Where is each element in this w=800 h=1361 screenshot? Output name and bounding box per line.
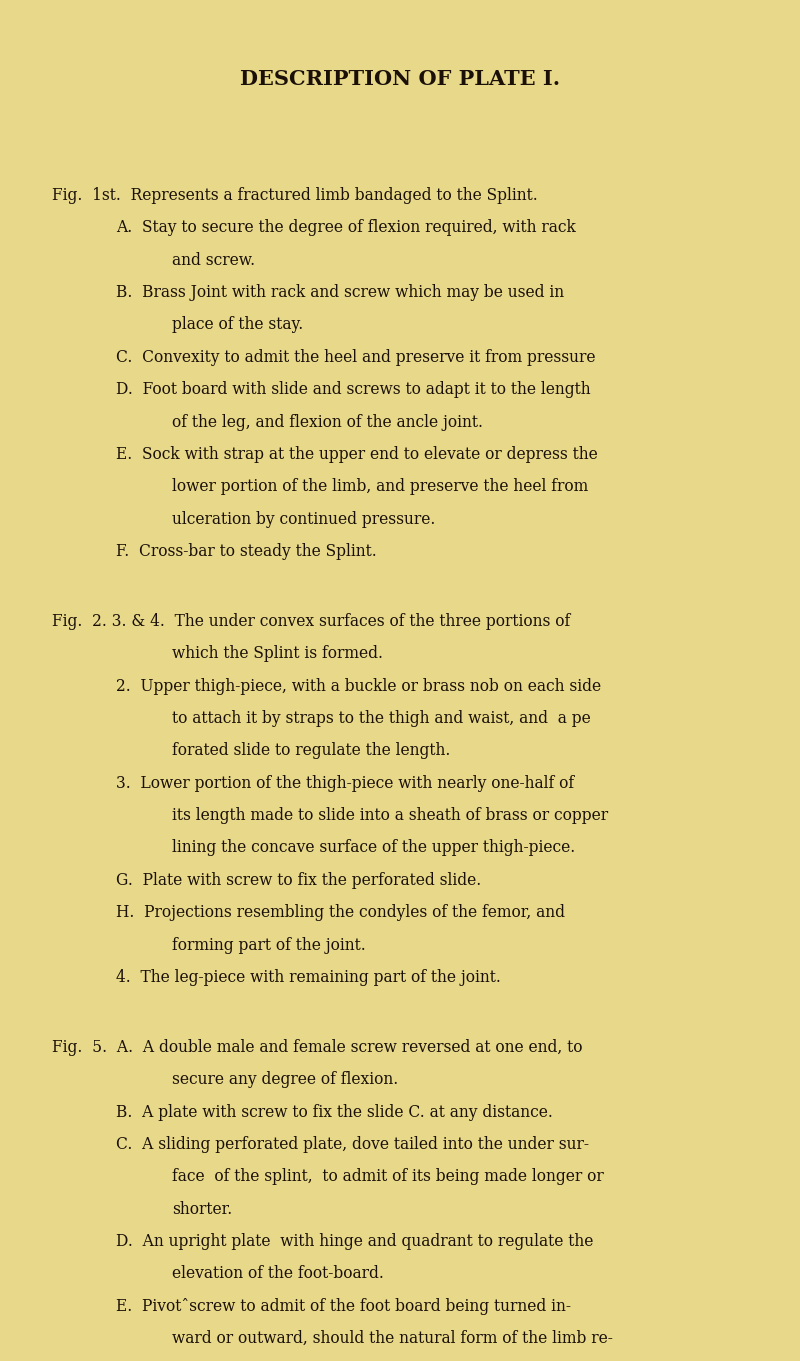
Text: to attach it by straps to the thigh and waist, and  a pe: to attach it by straps to the thigh and … [172,710,590,727]
Text: and screw.: and screw. [172,252,255,268]
Text: E.  Pivotˆscrew to admit of the foot board being turned in-: E. Pivotˆscrew to admit of the foot boar… [116,1298,571,1315]
Text: ward or outward, should the natural form of the limb re-: ward or outward, should the natural form… [172,1330,613,1347]
Text: 3.  Lower portion of the thigh-piece with nearly one-half of: 3. Lower portion of the thigh-piece with… [116,774,574,792]
Text: 4.  The leg-piece with remaining part of the joint.: 4. The leg-piece with remaining part of … [116,969,501,985]
Text: Fig.  2. 3. & 4.  The under convex surfaces of the three portions of: Fig. 2. 3. & 4. The under convex surface… [52,612,570,630]
Text: shorter.: shorter. [172,1200,232,1218]
Text: C.  Convexity to admit the heel and preserve it from pressure: C. Convexity to admit the heel and prese… [116,348,595,366]
Text: its length made to slide into a sheath of brass or copper: its length made to slide into a sheath o… [172,807,608,823]
Text: D.  Foot board with slide and screws to adapt it to the length: D. Foot board with slide and screws to a… [116,381,590,399]
Text: DESCRIPTION OF PLATE I.: DESCRIPTION OF PLATE I. [240,68,560,88]
Text: of the leg, and flexion of the ancle joint.: of the leg, and flexion of the ancle joi… [172,414,483,430]
Text: D.  An upright plate  with hinge and quadrant to regulate the: D. An upright plate with hinge and quadr… [116,1233,594,1249]
Text: G.  Plate with screw to fix the perforated slide.: G. Plate with screw to fix the perforate… [116,872,482,889]
Text: forming part of the joint.: forming part of the joint. [172,936,366,954]
Text: A.  Stay to secure the degree of flexion required, with rack: A. Stay to secure the degree of flexion … [116,219,576,237]
Text: H.  Projections resembling the condyles of the femor, and: H. Projections resembling the condyles o… [116,904,565,921]
Text: Fig.  5.  A.  A double male and female screw reversed at one end, to: Fig. 5. A. A double male and female scre… [52,1038,582,1056]
Text: lower portion of the limb, and preserve the heel from: lower portion of the limb, and preserve … [172,478,588,495]
Text: B.  A plate with screw to fix the slide C. at any distance.: B. A plate with screw to fix the slide C… [116,1104,553,1120]
Text: B.  Brass Joint with rack and screw which may be used in: B. Brass Joint with rack and screw which… [116,284,564,301]
Text: face  of the splint,  to admit of its being made longer or: face of the splint, to admit of its bein… [172,1168,604,1185]
Text: C.  A sliding perforated plate, dove tailed into the under sur-: C. A sliding perforated plate, dove tail… [116,1136,589,1153]
Text: elevation of the foot-board.: elevation of the foot-board. [172,1266,384,1282]
Text: lining the concave surface of the upper thigh-piece.: lining the concave surface of the upper … [172,840,575,856]
Text: 2.  Upper thigh-piece, with a buckle or brass nob on each side: 2. Upper thigh-piece, with a buckle or b… [116,678,601,694]
Text: secure any degree of flexion.: secure any degree of flexion. [172,1071,398,1089]
Text: F.  Cross-bar to steady the Splint.: F. Cross-bar to steady the Splint. [116,543,377,559]
Text: forated slide to regulate the length.: forated slide to regulate the length. [172,742,450,759]
Text: place of the stay.: place of the stay. [172,316,303,333]
Text: E.  Sock with strap at the upper end to elevate or depress the: E. Sock with strap at the upper end to e… [116,446,598,463]
Text: which the Splint is formed.: which the Splint is formed. [172,645,383,663]
Text: Fig.  1st.  Represents a fractured limb bandaged to the Splint.: Fig. 1st. Represents a fractured limb ba… [52,186,538,204]
Text: ulceration by continued pressure.: ulceration by continued pressure. [172,510,435,528]
